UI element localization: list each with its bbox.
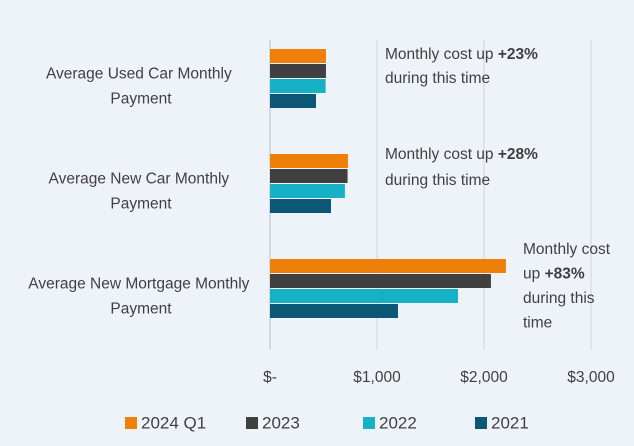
legend-label: 2022 [379,413,417,432]
annotation-part: Monthly cost [523,241,611,258]
annotation: Monthly cost up +23% [385,46,538,63]
legend-swatch [125,417,137,429]
bar [270,79,326,93]
legend-label: 2021 [491,413,529,432]
annotation: during this [523,290,595,307]
annotation: time [523,315,552,332]
bar [270,64,326,78]
bar [270,184,345,198]
category-label: Average Used Car Monthly Payment [46,66,236,108]
annotation-part: up [523,266,545,283]
legend-swatch [475,417,487,429]
bar [270,259,506,273]
bar [270,199,331,213]
category-label: Average New Car Monthly Payment [49,171,234,213]
annotation-part: during this time [385,70,490,87]
annotation: during this time [385,172,490,189]
bar [270,49,326,63]
legend-swatch [363,417,375,429]
annotation-part: Monthly cost up [385,46,498,63]
annotation: Monthly cost up +28% [385,146,538,163]
annotation-part: during this [523,290,595,307]
bar [270,154,349,168]
legend-swatch [246,417,258,429]
annotation: Monthly cost [523,241,611,258]
legend-label: 2024 Q1 [141,413,206,432]
bar [270,94,317,108]
annotation-part: during this time [385,172,490,189]
annotation-part: +83% [545,266,585,283]
annotation-part: +23% [498,46,538,63]
bar [270,274,491,288]
x-tick-label: $2,000 [460,369,508,386]
annotation-part: +28% [498,146,538,163]
bar [270,289,458,303]
legend-label: 2023 [262,413,300,432]
x-tick-label: $3,000 [567,369,615,386]
annotation: during this time [385,70,490,87]
annotation-part: time [523,315,552,332]
bar [270,304,398,318]
x-tick-label: $1,000 [353,369,401,386]
annotation: up +83% [523,266,585,283]
x-tick-label: $- [263,369,277,386]
annotation-part: Monthly cost up [385,146,498,163]
category-label: Average New Mortgage Monthly Payment [28,276,253,318]
bar [270,169,348,183]
